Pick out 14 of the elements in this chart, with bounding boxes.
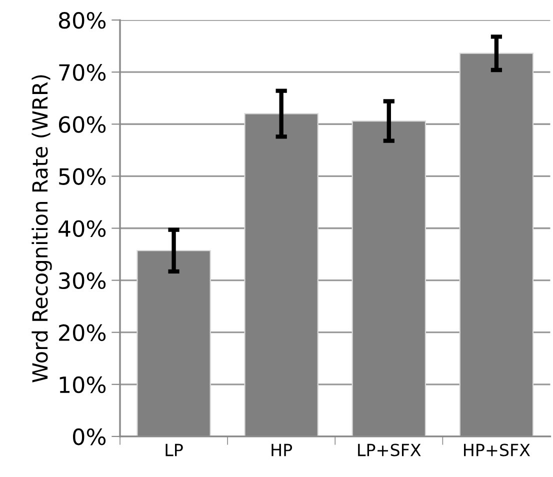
y-tick-label: 20% [59, 324, 106, 342]
y-tick-label: 50% [59, 168, 106, 185]
y-tick-label: 40% [58, 220, 106, 238]
x-tick-label: LP+SFX [358, 444, 421, 456]
y-tick-label: 70% [59, 64, 106, 81]
y-tick-label: 0% [73, 428, 106, 446]
y-axis-title: Word Recognition Rate (WRR) [32, 75, 52, 382]
x-tick-label: HP+SFX [464, 444, 530, 456]
y-tick-label: 80% [58, 12, 106, 29]
y-tick-label: 10% [60, 376, 106, 394]
y-tick-label: 30% [59, 272, 106, 290]
x-tick-label: HP [272, 444, 292, 456]
x-tick-label: LP [166, 444, 183, 456]
y-tick-label: 60% [58, 116, 106, 133]
